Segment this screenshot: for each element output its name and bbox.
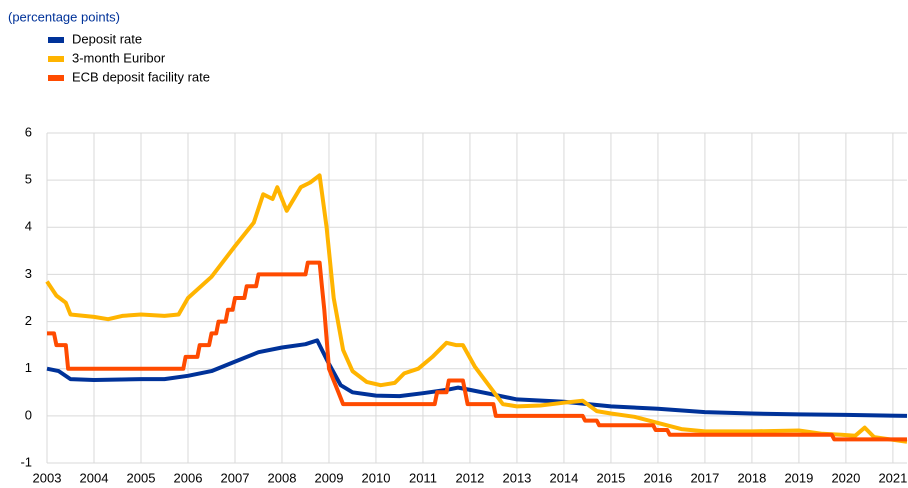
legend-label: ECB deposit facility rate [72,69,210,84]
y-tick-label: 0 [25,407,32,422]
y-tick-label: 3 [25,266,32,281]
x-tick-label: 2012 [455,470,484,485]
y-tick-label: -1 [20,454,32,469]
y-tick-label: 4 [25,219,32,234]
y-tick-label: 2 [25,313,32,328]
legend-swatch [48,56,64,62]
x-tick-label: 2021 [878,470,907,485]
x-tick-label: 2018 [737,470,766,485]
series-line [46,338,908,418]
x-tick-label: 2007 [221,470,250,485]
x-tick-label: 2019 [784,470,813,485]
x-tick-label: 2010 [362,470,391,485]
x-tick-label: 2013 [502,470,531,485]
x-tick-label: 2004 [80,470,109,485]
chart-subtitle: (percentage points) [8,9,120,24]
x-tick-label: 2016 [643,470,672,485]
x-tick-label: 2011 [409,470,437,485]
x-tick-label: 2006 [174,470,203,485]
x-tick-label: 2020 [831,470,860,485]
series-line [45,173,908,444]
x-tick-label: 2009 [315,470,344,485]
x-tick-label: 2017 [690,470,719,485]
y-tick-label: 6 [25,124,32,139]
legend-label: 3-month Euribor [72,50,166,65]
series-line [47,260,907,442]
x-tick-label: 2014 [549,470,578,485]
legend-label: Deposit rate [72,31,142,46]
legend-swatch [48,37,64,43]
y-tick-label: 5 [25,172,32,187]
x-tick-label: 2008 [268,470,297,485]
x-tick-label: 2003 [33,470,62,485]
legend-swatch [48,75,64,81]
x-tick-label: 2015 [596,470,625,485]
x-tick-label: 2005 [127,470,156,485]
y-tick-label: 1 [25,360,32,375]
